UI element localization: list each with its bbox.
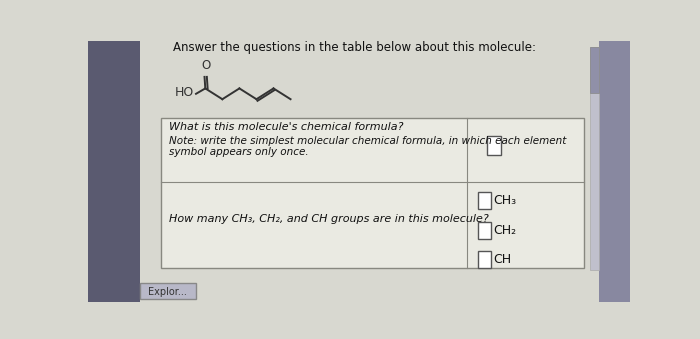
Bar [486,136,500,155]
Text: What is this molecule's chemical formula?: What is this molecule's chemical formula… [169,122,403,132]
Text: Explor...: Explor... [148,287,187,297]
Bar [478,192,491,209]
Bar [478,251,491,268]
Bar [589,47,599,270]
Text: symbol appears only once.: symbol appears only once. [169,147,309,157]
Bar [88,41,140,302]
Bar [599,41,630,302]
Bar [161,118,584,268]
Text: HO: HO [175,86,195,99]
Text: CH₂: CH₂ [494,224,517,237]
Text: CH: CH [494,253,512,266]
Text: O: O [202,59,211,72]
Text: How many CH₃, CH₂, and CH groups are in this molecule?: How many CH₃, CH₂, and CH groups are in … [169,214,489,224]
Text: Answer the questions in the table below about this molecule:: Answer the questions in the table below … [173,41,536,55]
Bar [478,222,491,239]
Bar [589,47,599,93]
Bar [140,283,196,299]
Text: Note: write the simplest molecular chemical formula, in which each element: Note: write the simplest molecular chemi… [169,136,566,146]
Text: CH₃: CH₃ [494,194,517,207]
Bar [165,41,204,47]
Bar [140,41,599,302]
